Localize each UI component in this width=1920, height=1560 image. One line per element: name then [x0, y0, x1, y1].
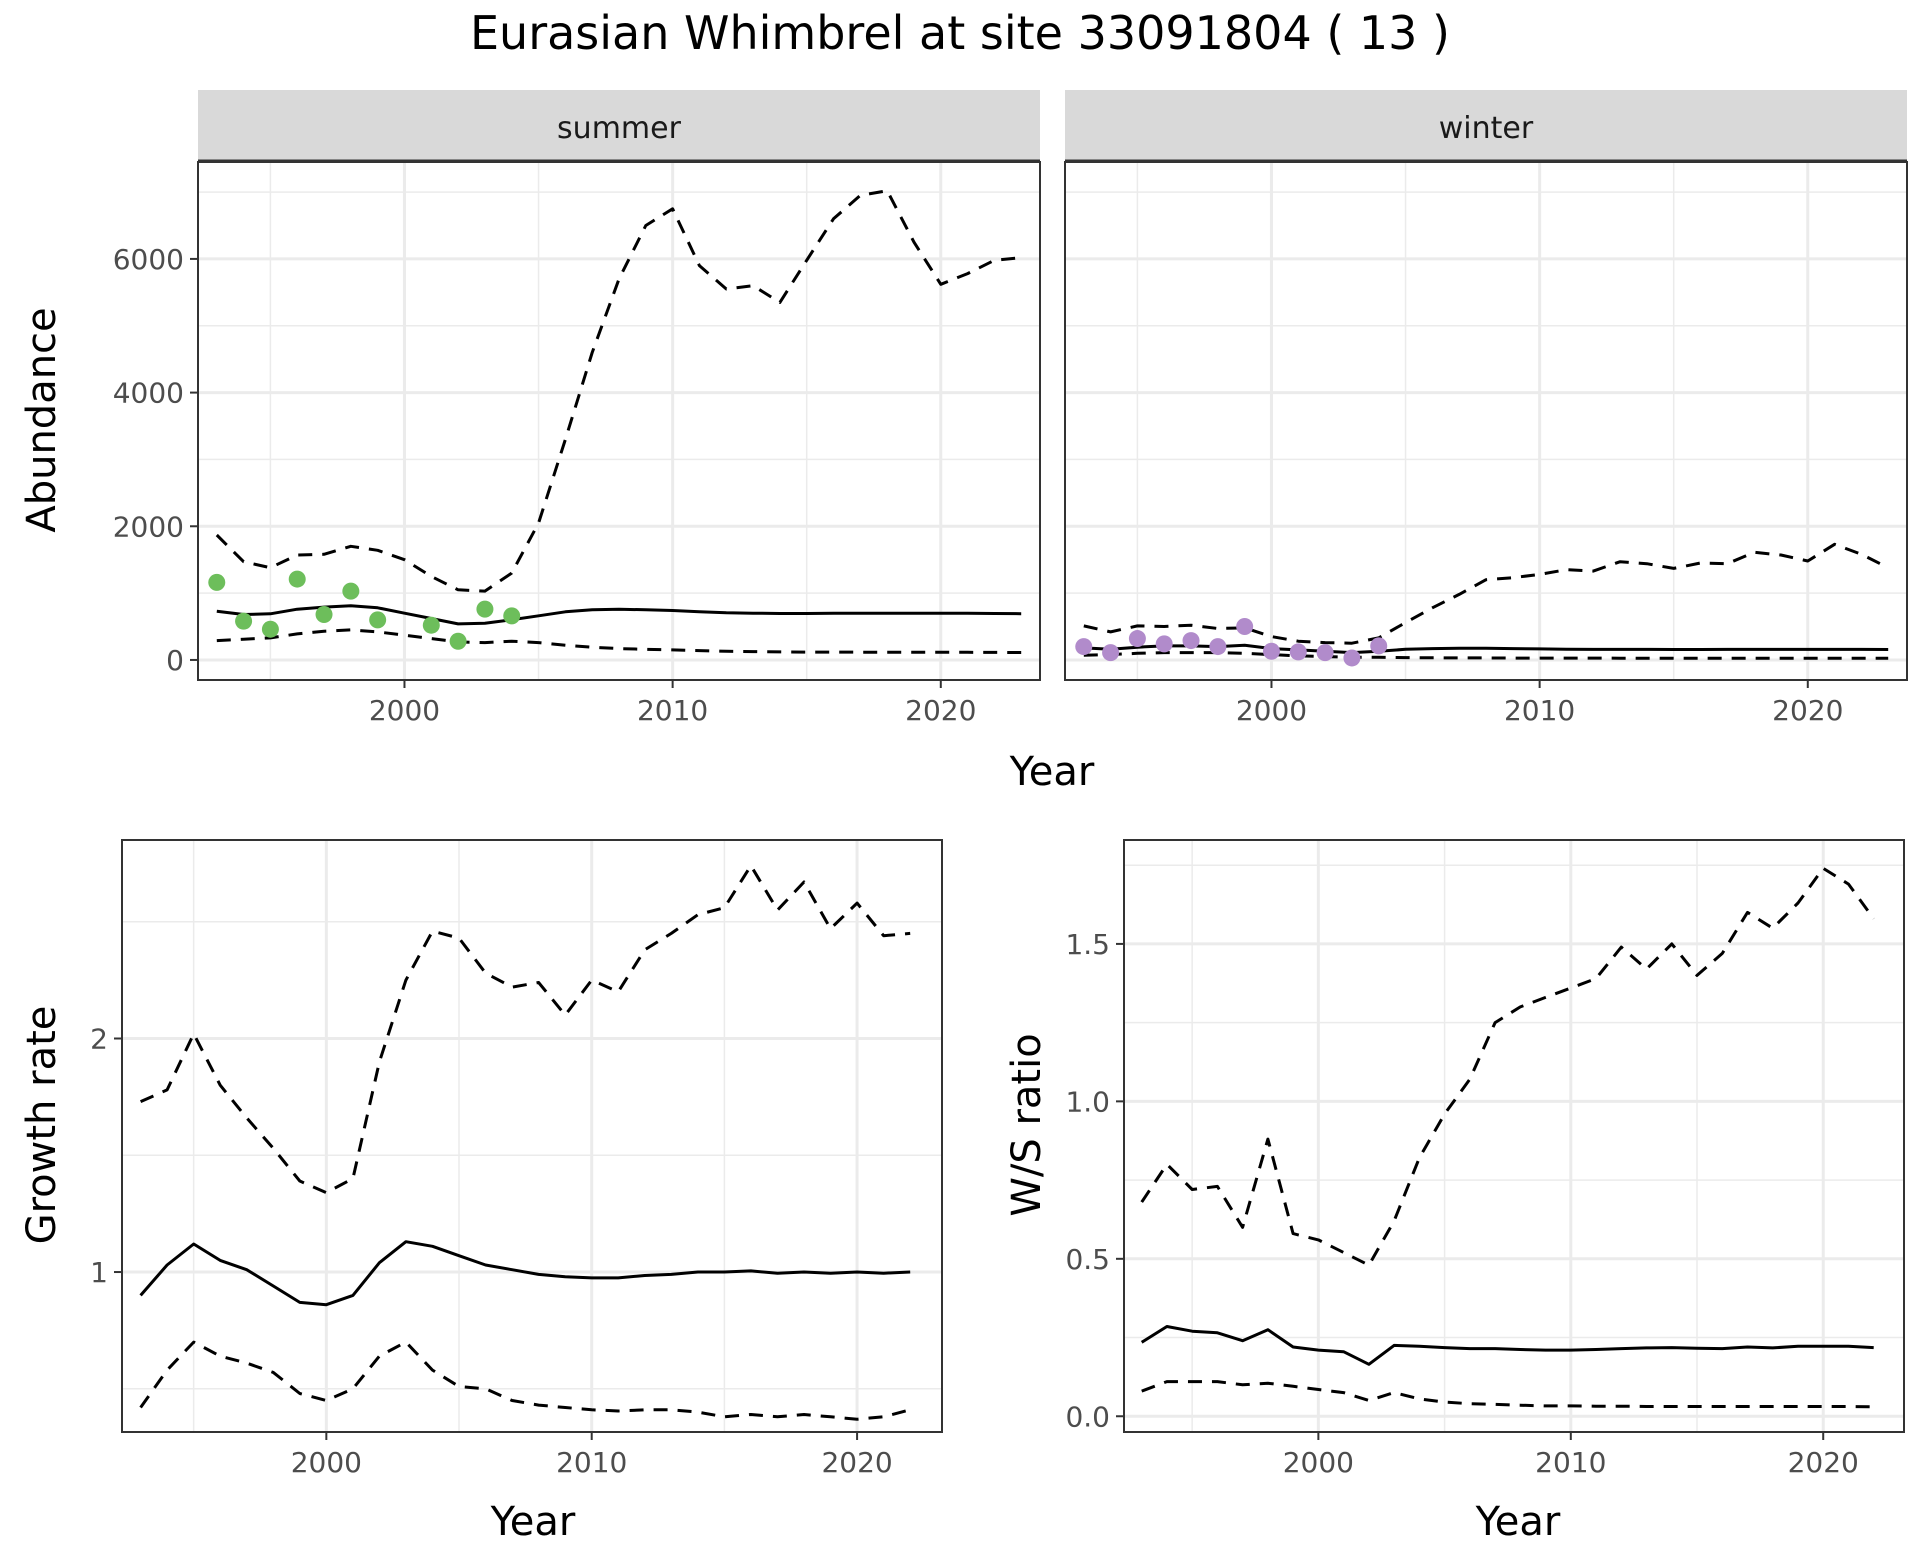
winter-panel: 2000 2010 2020: [1064, 161, 1908, 727]
summer-tick-label-x: 2010: [637, 694, 708, 727]
winter-plot-area: [1065, 162, 1907, 680]
summer-data-point: [261, 620, 279, 638]
summer-tick-label-y: 2000: [113, 510, 184, 543]
winter-data-point: [1343, 649, 1361, 667]
top-x-axis-title: Year: [1009, 749, 1095, 795]
ratio-series-solid-line: [1140, 1325, 1874, 1366]
summer-tick-label-y: 6000: [113, 243, 184, 276]
summer-data-point: [503, 607, 521, 625]
winter-data-point: [1236, 618, 1254, 636]
growth-tick-label-x: 2020: [821, 1446, 892, 1479]
summer-data-point: [476, 600, 494, 618]
growth-tick-label-y: 1: [90, 1256, 108, 1289]
winter-tick-label-x: 2000: [1236, 694, 1307, 727]
strip-summer-bg: [198, 90, 1040, 162]
growth-tick-label-y: 2: [90, 1023, 108, 1056]
ratio-plot-area: [1124, 840, 1904, 1432]
winter-data-point: [1370, 637, 1388, 655]
summer-data-point: [422, 616, 440, 634]
ratio-y-axis-title: W/S ratio: [1004, 1033, 1050, 1216]
ratio-tick-label-y: 1.0: [1065, 1085, 1110, 1118]
winter-data-point: [1209, 638, 1227, 656]
ratio-tick-label-y: 0.0: [1065, 1400, 1110, 1433]
summer-data-point: [208, 573, 226, 591]
growth-series-solid-line: [139, 1240, 911, 1307]
ratio-tick-label-x: 2020: [1788, 1446, 1859, 1479]
growth-tick-label-x: 2010: [556, 1446, 627, 1479]
growth-series-dashed-line: [139, 864, 911, 1195]
ratio-series-dashed-line: [1141, 1380, 1874, 1409]
winter-data-point: [1075, 638, 1093, 656]
ratio-tick-label-x: 2010: [1535, 1446, 1606, 1479]
summer-tick-label-x: 2000: [369, 694, 440, 727]
growth-panel-border: [121, 839, 943, 1433]
chart-title: Eurasian Whimbrel at site 33091804 ( 13 …: [469, 6, 1451, 60]
growth-series-dashed-line: [139, 1340, 911, 1421]
summer-panel: 2000 2010 2020 0 2000 4000 6000: [113, 161, 1041, 727]
strip-summer-label: summer: [557, 111, 682, 146]
winter-series-dashed-line: [1083, 542, 1889, 645]
winter-data-point: [1182, 632, 1200, 650]
growth-tick-label-x: 2000: [291, 1446, 362, 1479]
winter-data-point: [1155, 635, 1173, 653]
growth-y-axis-title: Growth rate: [19, 1006, 65, 1245]
summer-tick-label-y: 4000: [113, 377, 184, 410]
winter-data-point: [1128, 630, 1146, 648]
ratio-tick-label-y: 1.5: [1065, 928, 1110, 961]
ratio-tick-label-y: 0.5: [1065, 1243, 1110, 1276]
growth-panel: 2000 2010 2020 1 2: [90, 839, 943, 1479]
summer-tick-label-y: 0: [166, 644, 184, 677]
ratio-tick-label-x: 2000: [1283, 1446, 1354, 1479]
summer-data-point: [235, 612, 253, 630]
summer-data-point: [288, 570, 306, 588]
ratio-x-axis-title: Year: [1475, 1499, 1561, 1545]
winter-panel-border: [1064, 161, 1908, 681]
summer-panel-border: [197, 161, 1041, 681]
summer-data-point: [342, 582, 360, 600]
strip-winter-label: winter: [1439, 111, 1534, 146]
winter-data-point: [1316, 644, 1334, 662]
winter-data-point: [1262, 642, 1280, 660]
top-y-axis-title: Abundance: [19, 307, 65, 532]
growth-x-axis-title: Year: [490, 1499, 576, 1545]
winter-data-point: [1289, 643, 1307, 661]
summer-data-point: [315, 605, 333, 623]
summer-series-dashed-line: [215, 189, 1022, 593]
summer-series-solid-line: [216, 604, 1022, 626]
strip-winter-bg: [1065, 90, 1907, 162]
ratio-panel-border: [1123, 839, 1905, 1433]
winter-data-point: [1102, 644, 1120, 662]
ratio-panel: 2000 2010 2020 0.0 0.5 1.0 1.5: [1065, 839, 1905, 1479]
winter-tick-label-x: 2020: [1772, 694, 1843, 727]
summer-data-point: [369, 611, 387, 629]
winter-tick-label-x: 2010: [1504, 694, 1575, 727]
growth-plot-area: [122, 840, 942, 1432]
summer-data-point: [449, 632, 467, 650]
summer-tick-label-x: 2020: [905, 694, 976, 727]
